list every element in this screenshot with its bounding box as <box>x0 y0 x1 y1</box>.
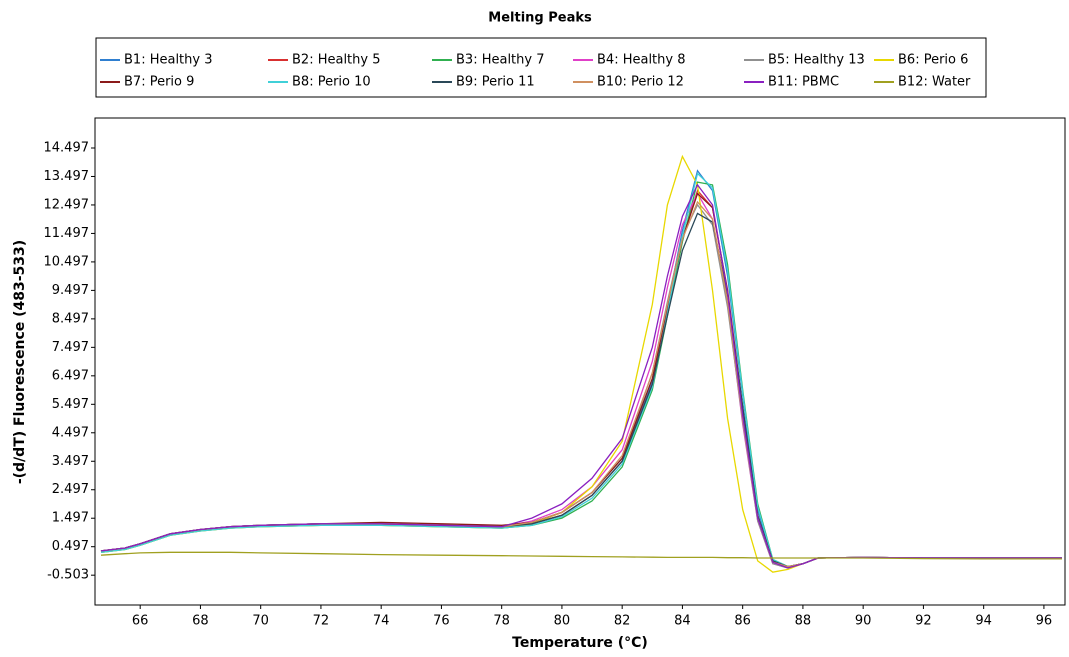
series-line <box>100 154 1062 573</box>
legend-label: B4: Healthy 8 <box>597 53 686 68</box>
x-tick-label: 80 <box>554 614 571 629</box>
y-tick-label: 4.497 <box>52 425 89 440</box>
series-line <box>100 212 1062 568</box>
y-tick-label: 9.497 <box>52 283 89 298</box>
x-tick-label: 82 <box>614 614 631 629</box>
legend-label: B6: Perio 6 <box>898 53 968 68</box>
y-tick-label: 3.497 <box>52 454 89 469</box>
legend-label: B8: Perio 10 <box>292 75 371 90</box>
y-tick-label: 13.497 <box>44 169 90 184</box>
y-tick-label: 0.497 <box>52 539 89 554</box>
legend-box <box>95 37 987 98</box>
y-tick-label: 12.497 <box>44 197 90 212</box>
series-line <box>100 192 1062 568</box>
x-tick-label: 86 <box>734 614 751 629</box>
y-tick-label: -0.503 <box>47 568 89 583</box>
y-tick-label: 8.497 <box>52 311 89 326</box>
y-tick-label: 2.497 <box>52 482 89 497</box>
chart-title: Melting Peaks <box>488 11 592 26</box>
legend-label: B10: Perio 12 <box>597 75 684 90</box>
y-tick-label: 11.497 <box>44 226 90 241</box>
legend-label: B7: Perio 9 <box>124 75 194 90</box>
y-tick-label: 1.497 <box>52 511 89 526</box>
y-tick-label: 10.497 <box>44 254 90 269</box>
legend-label: B2: Healthy 5 <box>292 53 381 68</box>
series-line <box>100 200 1062 568</box>
legend-label: B11: PBMC <box>768 75 839 90</box>
x-tick-label: 94 <box>975 614 992 629</box>
x-tick-label: 96 <box>1036 614 1053 629</box>
y-axis-label: -(d/dT) Fluorescence (483-533) <box>12 240 28 484</box>
x-axis-label: Temperature (°C) <box>512 635 648 651</box>
series-line <box>100 189 1062 568</box>
legend-label: B1: Healthy 3 <box>124 53 213 68</box>
series-line <box>100 551 1062 560</box>
legend-label: B3: Healthy 7 <box>456 53 545 68</box>
legend-label: B12: Water <box>898 75 971 90</box>
x-tick-label: 70 <box>252 614 269 629</box>
x-tick-label: 90 <box>855 614 872 629</box>
series-line <box>100 181 1062 568</box>
y-tick-label: 5.497 <box>52 397 89 412</box>
x-tick-label: 92 <box>915 614 932 629</box>
x-tick-label: 76 <box>433 614 450 629</box>
legend-label: B5: Healthy 13 <box>768 53 865 68</box>
plot-area <box>94 117 1066 606</box>
series-line <box>100 192 1062 569</box>
x-tick-label: 66 <box>132 614 149 629</box>
x-tick-label: 72 <box>313 614 330 629</box>
series-line <box>100 183 1062 569</box>
y-tick-label: 14.497 <box>44 140 90 155</box>
x-tick-label: 84 <box>674 614 691 629</box>
x-tick-label: 74 <box>373 614 390 629</box>
x-tick-label: 68 <box>192 614 209 629</box>
series-line <box>100 203 1062 569</box>
legend-label: B9: Perio 11 <box>456 75 535 90</box>
y-tick-label: 7.497 <box>52 340 89 355</box>
y-tick-label: 6.497 <box>52 368 89 383</box>
x-tick-label: 88 <box>795 614 812 629</box>
x-tick-label: 78 <box>493 614 510 629</box>
